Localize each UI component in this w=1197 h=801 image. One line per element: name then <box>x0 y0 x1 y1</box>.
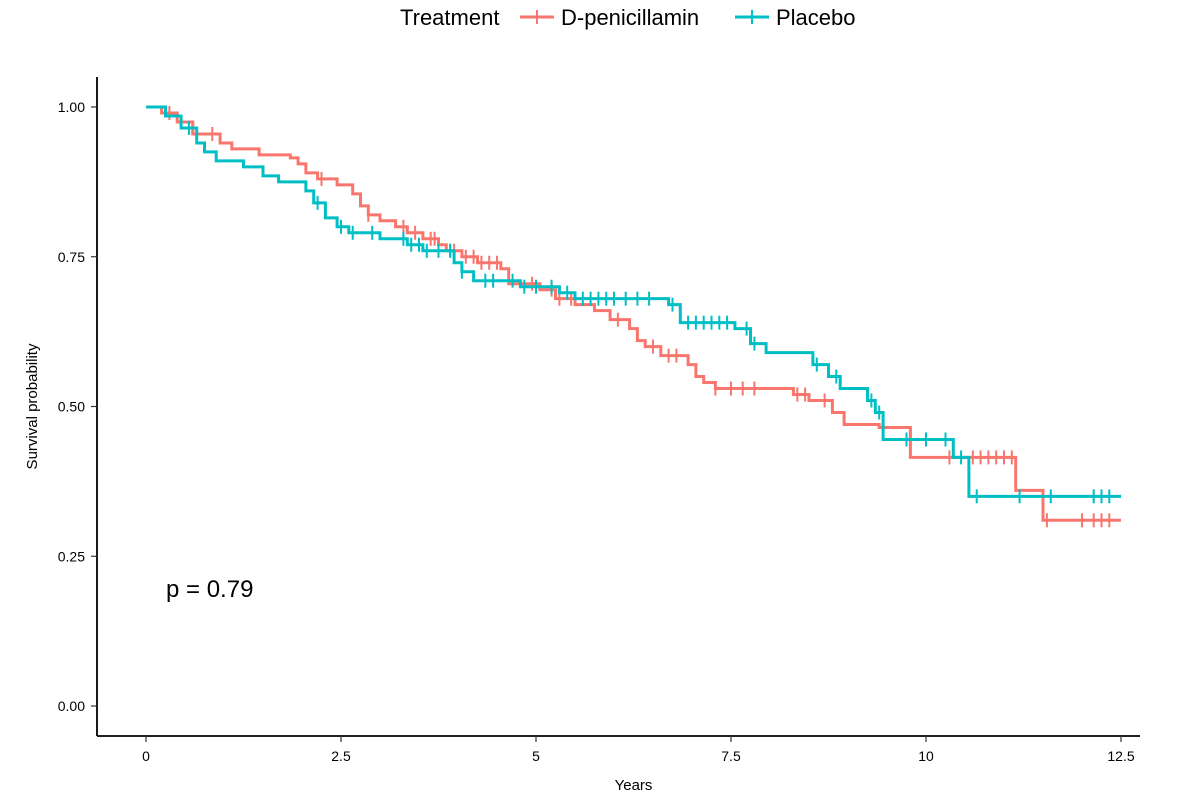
legend-entry-placebo: Placebo <box>735 5 856 30</box>
p-value-annotation: p = 0.79 <box>166 576 253 603</box>
x-tick-label: 12.5 <box>1107 748 1134 764</box>
y-tick-label: 0.75 <box>58 249 85 265</box>
legend: Treatment D-penicillamin Placebo <box>400 5 856 30</box>
y-tick-label: 1.00 <box>58 99 85 115</box>
y-tick-label: 0.25 <box>58 548 85 564</box>
x-tick-label: 2.5 <box>331 748 351 764</box>
y-tick-label: 0.00 <box>58 698 85 714</box>
legend-label: D-penicillamin <box>561 5 699 30</box>
x-tick-label: 7.5 <box>721 748 741 764</box>
x-tick-label: 10 <box>918 748 934 764</box>
x-tick-label: 0 <box>142 748 150 764</box>
survival-line-d-penicillamin <box>146 105 1121 522</box>
y-tick-label: 0.50 <box>58 399 85 415</box>
plot-area <box>146 105 1121 528</box>
x-tick-label: 5 <box>532 748 540 764</box>
legend-entry-d-penicillamin: D-penicillamin <box>520 5 699 30</box>
survival-line-placebo <box>146 105 1121 498</box>
series-placebo <box>146 105 1121 504</box>
x-axis-title: Years <box>615 777 653 794</box>
legend-label: Placebo <box>776 5 856 30</box>
legend-title: Treatment <box>400 5 499 30</box>
axes: 0.00 0.25 0.50 0.75 1.00 0 2.5 5 7.5 10 12.5 <box>58 77 1140 764</box>
y-axis-title: Survival probability <box>24 343 41 469</box>
series-d-penicillamin <box>146 105 1121 528</box>
